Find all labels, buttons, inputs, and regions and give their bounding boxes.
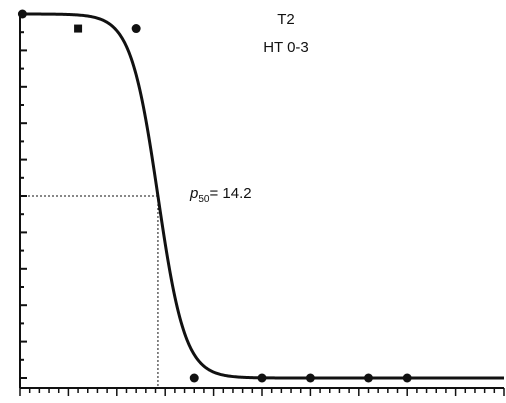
data-point (402, 373, 412, 383)
p50-symbol: p (189, 185, 198, 202)
data-point (17, 9, 27, 19)
p50-label: p50= 14.2 (189, 185, 252, 205)
axes (19, 12, 504, 389)
p50-value: = 14.2 (209, 185, 251, 202)
data-point (189, 373, 199, 383)
axis-ticks (19, 13, 505, 396)
data-point (363, 373, 373, 383)
data-point (305, 373, 315, 383)
data-point (257, 373, 267, 383)
data-point (131, 24, 141, 34)
data-point-square (74, 24, 83, 33)
p50-subscript: 50 (198, 194, 210, 205)
reference-lines (20, 195, 159, 388)
chart-annotation-line-1: T2 (277, 11, 295, 28)
chart-annotation-line-2: HT 0-3 (263, 39, 309, 56)
data-points (17, 9, 412, 383)
